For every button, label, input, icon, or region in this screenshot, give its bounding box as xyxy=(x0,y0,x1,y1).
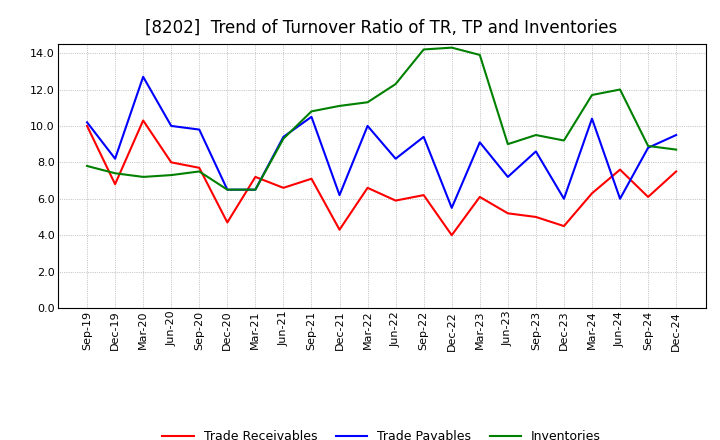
Inventories xyxy=(616,87,624,92)
Trade Receivables xyxy=(251,174,260,180)
Legend: Trade Receivables, Trade Payables, Inventories: Trade Receivables, Trade Payables, Inven… xyxy=(157,425,606,440)
Trade Payables xyxy=(307,114,316,120)
Trade Receivables xyxy=(644,194,652,200)
Trade Receivables xyxy=(475,194,484,200)
Trade Receivables xyxy=(83,123,91,128)
Inventories xyxy=(251,187,260,192)
Inventories xyxy=(279,136,288,141)
Trade Payables xyxy=(111,156,120,161)
Trade Receivables xyxy=(139,118,148,123)
Trade Receivables xyxy=(336,227,344,232)
Inventories xyxy=(672,147,680,152)
Trade Payables xyxy=(588,116,596,121)
Trade Payables xyxy=(195,127,204,132)
Inventories xyxy=(195,169,204,174)
Inventories xyxy=(644,143,652,149)
Trade Payables xyxy=(531,149,540,154)
Trade Receivables xyxy=(419,192,428,198)
Inventories xyxy=(223,187,232,192)
Trade Payables xyxy=(616,196,624,202)
Line: Trade Payables: Trade Payables xyxy=(87,77,676,208)
Inventories xyxy=(503,142,512,147)
Trade Receivables xyxy=(672,169,680,174)
Trade Payables xyxy=(336,192,344,198)
Inventories xyxy=(83,163,91,169)
Trade Payables xyxy=(447,205,456,210)
Trade Payables xyxy=(419,134,428,139)
Trade Receivables xyxy=(279,185,288,191)
Inventories xyxy=(307,109,316,114)
Trade Receivables xyxy=(307,176,316,181)
Trade Receivables xyxy=(364,185,372,191)
Trade Payables xyxy=(559,196,568,202)
Inventories xyxy=(588,92,596,98)
Trade Payables xyxy=(672,132,680,138)
Inventories xyxy=(139,174,148,180)
Trade Payables xyxy=(223,187,232,192)
Line: Trade Receivables: Trade Receivables xyxy=(87,121,676,235)
Trade Receivables xyxy=(447,232,456,238)
Title: [8202]  Trend of Turnover Ratio of TR, TP and Inventories: [8202] Trend of Turnover Ratio of TR, TP… xyxy=(145,19,618,37)
Trade Receivables xyxy=(391,198,400,203)
Trade Payables xyxy=(503,174,512,180)
Trade Payables xyxy=(279,134,288,139)
Inventories xyxy=(531,132,540,138)
Inventories xyxy=(111,171,120,176)
Inventories xyxy=(336,103,344,109)
Trade Payables xyxy=(167,123,176,128)
Inventories xyxy=(447,45,456,50)
Trade Receivables xyxy=(531,214,540,220)
Trade Receivables xyxy=(588,191,596,196)
Trade Payables xyxy=(251,187,260,192)
Trade Payables xyxy=(391,156,400,161)
Trade Payables xyxy=(364,123,372,128)
Trade Payables xyxy=(644,145,652,150)
Trade Receivables xyxy=(559,224,568,229)
Trade Payables xyxy=(139,74,148,79)
Trade Receivables xyxy=(167,160,176,165)
Trade Receivables xyxy=(111,182,120,187)
Inventories xyxy=(419,47,428,52)
Inventories xyxy=(559,138,568,143)
Trade Receivables xyxy=(195,165,204,170)
Trade Payables xyxy=(83,120,91,125)
Trade Payables xyxy=(475,139,484,145)
Trade Receivables xyxy=(503,211,512,216)
Inventories xyxy=(391,81,400,87)
Line: Inventories: Inventories xyxy=(87,48,676,190)
Inventories xyxy=(364,99,372,105)
Inventories xyxy=(475,52,484,58)
Inventories xyxy=(167,172,176,178)
Trade Receivables xyxy=(223,220,232,225)
Trade Receivables xyxy=(616,167,624,172)
